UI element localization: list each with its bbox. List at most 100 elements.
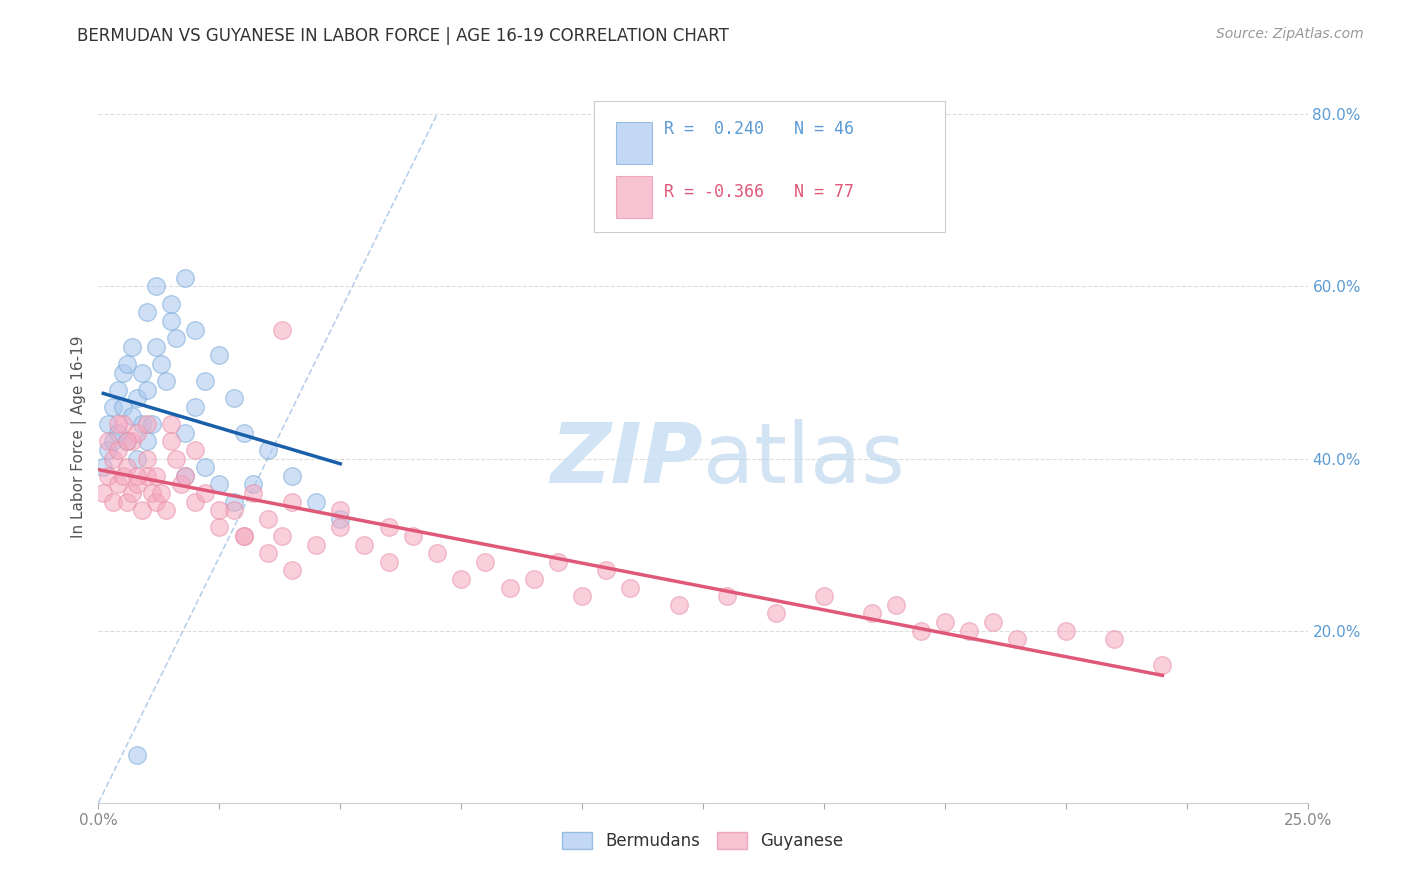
Point [101,451,124,466]
Point [97,417,120,432]
Point [174,425,197,440]
Point [523,572,546,586]
Point [619,581,641,595]
Point [174,468,197,483]
Legend: Bermudans, Guyanese: Bermudans, Guyanese [555,825,851,856]
Point [117,434,139,449]
Point [160,314,183,328]
Point [184,322,207,336]
Point [107,417,129,432]
Point [101,434,124,449]
Point [256,512,278,526]
Point [910,624,932,638]
Point [135,468,157,483]
Point [595,564,617,578]
Point [271,322,294,336]
Point [174,468,197,483]
Point [305,538,328,552]
Point [107,442,129,457]
Point [232,425,254,440]
Point [155,374,177,388]
Point [194,460,217,475]
Bar [616,121,652,164]
Point [208,348,231,362]
Point [127,451,149,466]
Point [281,494,304,508]
Point [117,357,139,371]
Point [981,615,1004,629]
Point [222,494,245,508]
Point [145,494,167,508]
Point [141,486,163,500]
Point [377,520,399,534]
Point [121,409,143,423]
Point [117,460,139,475]
Point [813,589,835,603]
Point [547,555,569,569]
Point [329,512,352,526]
Point [97,442,120,457]
Point [155,503,177,517]
FancyBboxPatch shape [595,101,945,232]
Point [174,271,197,285]
Point [127,425,149,440]
Point [121,340,143,354]
Point [117,494,139,508]
Y-axis label: In Labor Force | Age 16-19: In Labor Force | Age 16-19 [72,335,87,539]
Point [208,520,231,534]
Point [1152,658,1174,673]
Point [329,520,352,534]
Point [1102,632,1125,647]
Point [402,529,425,543]
Point [145,468,167,483]
Point [957,624,980,638]
Point [571,589,593,603]
Point [160,434,183,449]
Text: R =  0.240   N = 46: R = 0.240 N = 46 [664,120,855,138]
Point [232,529,254,543]
Point [377,555,399,569]
Point [305,494,328,508]
Point [222,503,245,517]
Point [97,468,120,483]
Point [127,477,149,491]
Point [886,598,908,612]
Point [165,331,187,345]
Point [141,417,163,432]
Point [160,296,183,310]
Point [160,417,183,432]
Point [101,494,124,508]
Point [474,555,496,569]
Point [127,392,149,406]
Point [498,581,520,595]
Point [127,748,149,763]
Point [97,434,120,449]
Point [242,477,264,491]
Point [208,477,231,491]
Point [145,340,167,354]
Point [91,460,114,475]
Point [194,374,217,388]
Point [194,486,217,500]
Point [145,279,167,293]
Text: atlas: atlas [703,418,904,500]
Point [353,538,375,552]
Text: R = -0.366   N = 77: R = -0.366 N = 77 [664,183,855,202]
Point [329,503,352,517]
Point [135,305,157,319]
Point [111,400,134,414]
Point [256,442,278,457]
Point [281,468,304,483]
Text: ZIP: ZIP [550,418,703,500]
Point [111,366,134,380]
Point [232,529,254,543]
Point [131,503,153,517]
Point [184,494,207,508]
Point [716,589,738,603]
Point [150,357,173,371]
Point [135,434,157,449]
Bar [616,176,652,218]
Point [101,400,124,414]
Text: BERMUDAN VS GUYANESE IN LABOR FORCE | AGE 16-19 CORRELATION CHART: BERMUDAN VS GUYANESE IN LABOR FORCE | AG… [77,27,730,45]
Point [107,383,129,397]
